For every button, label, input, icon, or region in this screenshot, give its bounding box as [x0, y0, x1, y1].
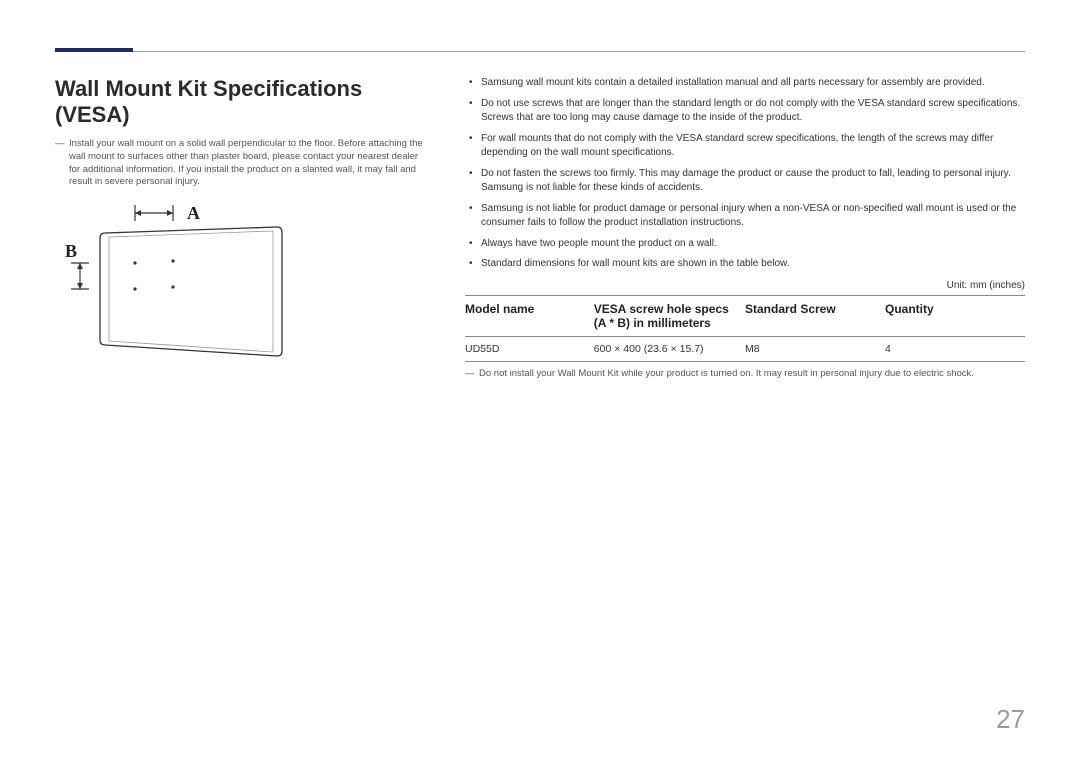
list-item: Always have two people mount the product…	[465, 237, 1025, 252]
screw-hole	[171, 260, 174, 263]
screw-hole	[133, 262, 136, 265]
cell-model: UD55D	[465, 336, 594, 361]
header-accent-bar	[55, 48, 133, 52]
list-item: Samsung is not liable for product damage…	[465, 202, 1025, 231]
screw-hole	[171, 286, 174, 289]
diagram-label-b: B	[65, 241, 77, 261]
list-item: Standard dimensions for wall mount kits …	[465, 257, 1025, 272]
list-item: Samsung wall mount kits contain a detail…	[465, 76, 1025, 91]
spec-table: Model name VESA screw hole specs (A * B)…	[465, 295, 1025, 362]
page-number: 27	[996, 704, 1025, 735]
screw-hole	[133, 288, 136, 291]
table-header-row: Model name VESA screw hole specs (A * B)…	[465, 295, 1025, 336]
unit-label: Unit: mm (inches)	[465, 280, 1025, 291]
table-row: UD55D 600 × 400 (23.6 × 15.7) M8 4	[465, 336, 1025, 361]
warning-list: Samsung wall mount kits contain a detail…	[465, 76, 1025, 272]
vesa-diagram: A B	[65, 199, 425, 374]
list-item: For wall mounts that do not comply with …	[465, 132, 1025, 161]
section-title: Wall Mount Kit Specifications (VESA)	[55, 76, 425, 128]
diagram-label-a: A	[187, 203, 200, 223]
list-item: Do not use screws that are longer than t…	[465, 97, 1025, 126]
diagram-svg: A B	[65, 199, 290, 369]
cell-screw: M8	[745, 336, 885, 361]
col-screw: Standard Screw	[745, 295, 885, 336]
header-rule	[55, 48, 1025, 52]
cell-qty: 4	[885, 336, 1025, 361]
col-qty: Quantity	[885, 295, 1025, 336]
table-footnote: Do not install your Wall Mount Kit while…	[465, 368, 1025, 381]
content-columns: Wall Mount Kit Specifications (VESA) Ins…	[55, 76, 1025, 380]
left-column: Wall Mount Kit Specifications (VESA) Ins…	[55, 76, 425, 380]
right-column: Samsung wall mount kits contain a detail…	[465, 76, 1025, 380]
install-note: Install your wall mount on a solid wall …	[55, 138, 425, 189]
col-model: Model name	[465, 295, 594, 336]
list-item: Do not fasten the screws too firmly. Thi…	[465, 167, 1025, 196]
diagram-panel-outline	[100, 227, 282, 356]
cell-vesa: 600 × 400 (23.6 × 15.7)	[594, 336, 745, 361]
col-vesa: VESA screw hole specs (A * B) in millime…	[594, 295, 745, 336]
